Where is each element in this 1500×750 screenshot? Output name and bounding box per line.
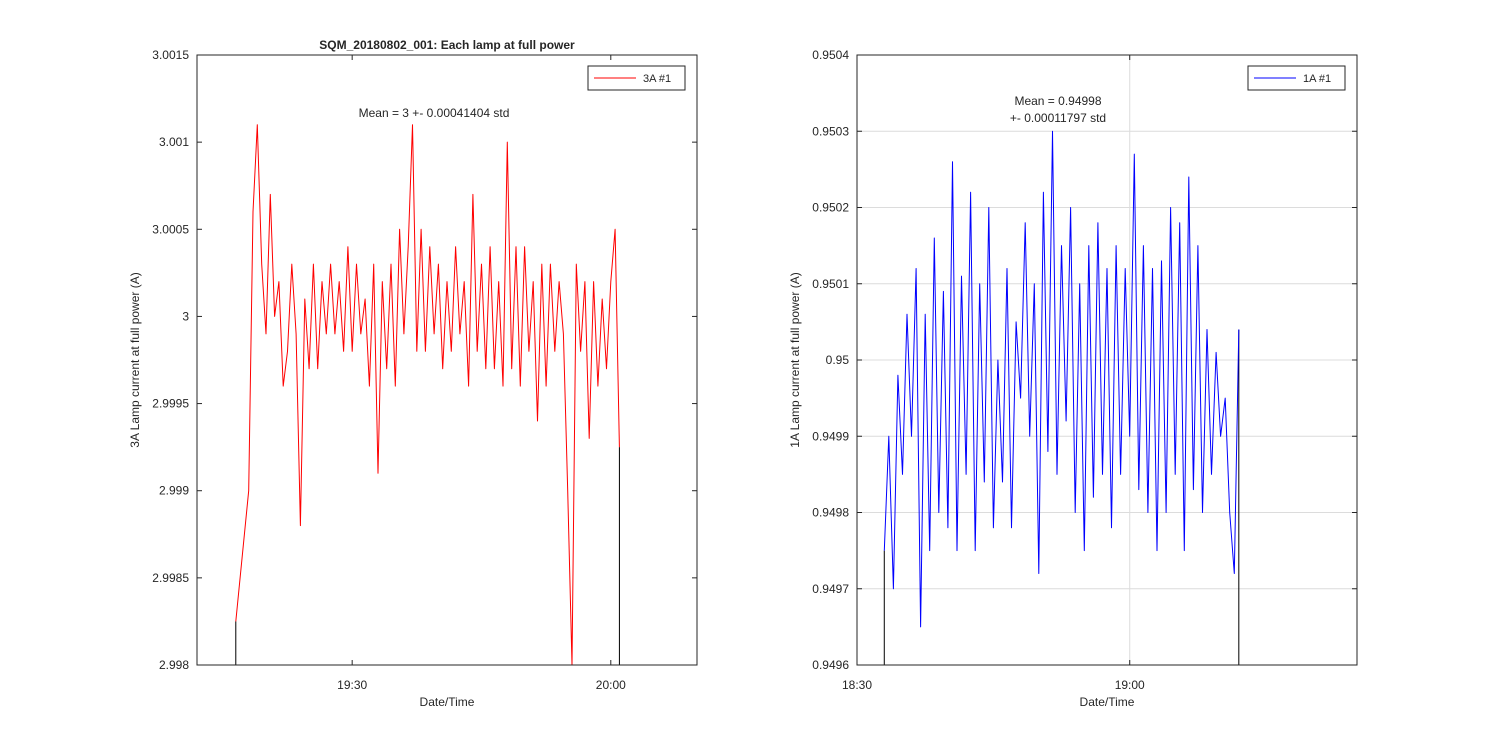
y-tick-label: 0.9498	[812, 506, 849, 520]
legend-entry-1a: 1A #1	[1303, 73, 1331, 85]
mean-annotation-line1: Mean = 0.94998	[1014, 94, 1101, 108]
y-tick-label: 0.9501	[812, 277, 849, 291]
y-tick-label: 3.0005	[152, 222, 189, 236]
y-tick-label: 3.0015	[152, 48, 189, 62]
x-axis-label: Date/Time	[1080, 695, 1135, 709]
series-line	[883, 130, 1240, 628]
legend[interactable]: 3A #1	[587, 65, 686, 91]
y-axis-label: 1A Lamp current at full power (A)	[788, 272, 802, 447]
y-tick-label: 0.9496	[812, 658, 849, 672]
y-tick-label: 0.9503	[812, 124, 849, 138]
y-tick-label: 3.001	[159, 135, 189, 149]
y-ticks: 0.9496 0.9497 0.9498 0.9499 0.95 0.9501 0.9502…	[812, 48, 1357, 672]
x-tick-label: 19:00	[1115, 678, 1145, 692]
y-tick-label: 2.9995	[152, 397, 189, 411]
series-line	[235, 124, 620, 666]
x-axis-label: Date/Time	[420, 695, 475, 709]
y-ticks: 2.998 2.9985 2.999 2.9995 3 3.0005 3.001 3.0015	[152, 48, 697, 672]
axes-box	[196, 54, 698, 666]
x-tick-label: 18:30	[842, 678, 872, 692]
series-lines	[883, 130, 1240, 665]
mean-annotation-line2: +- 0.00011797 std	[1010, 111, 1106, 125]
y-tick-label: 2.9985	[152, 571, 189, 585]
legend[interactable]: 1A #1	[1247, 65, 1346, 91]
chart-title: SQM_20180802_001: Each lamp at full powe…	[319, 38, 575, 52]
y-tick-label: 0.9497	[812, 582, 849, 596]
x-tick-label: 20:00	[596, 678, 626, 692]
y-tick-label: 0.95	[826, 353, 850, 367]
legend-entry-3a: 3A #1	[643, 73, 671, 85]
y-tick-label: 2.998	[159, 658, 189, 672]
plot-area	[197, 55, 697, 665]
y-tick-label: 2.999	[159, 484, 189, 498]
x-ticks: 19:30 20:00	[337, 55, 626, 692]
y-tick-label: 0.9504	[812, 48, 849, 62]
x-tick-label: 19:30	[337, 678, 367, 692]
axes-left: 2.998 2.9985 2.999 2.9995 3 3.0005 3.001 3.0015…	[128, 38, 698, 709]
y-tick-label: 0.9502	[812, 201, 849, 215]
series-lines	[235, 124, 620, 666]
y-axis-label: 3A Lamp current at full power (A)	[128, 272, 142, 447]
x-ticks: 18:30 19:00	[842, 55, 1145, 692]
y-tick-label: 0.9499	[812, 429, 849, 443]
y-tick-label: 3	[182, 309, 189, 323]
mean-annotation: Mean = 3 +- 0.00041404 std	[359, 106, 510, 120]
axes-right: 0.9496 0.9497 0.9498 0.9499 0.95 0.9501 0.9502…	[788, 48, 1358, 709]
